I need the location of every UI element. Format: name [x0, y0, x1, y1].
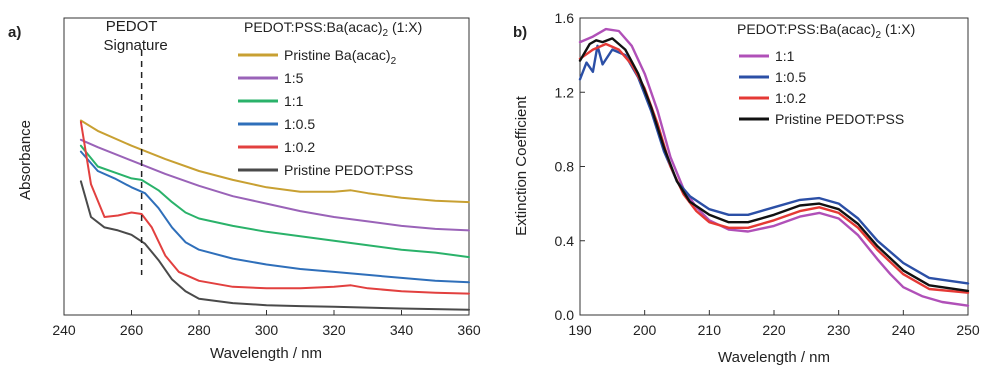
- panel-a-series: [79, 119, 470, 311]
- panel-b-y-tick-label: 0.0: [555, 307, 575, 323]
- panel-b-x-tick-label: 240: [892, 322, 916, 338]
- panel-b-x-tick-label: 230: [827, 322, 851, 338]
- panel-b-legend-title: PEDOT:PSS:Ba(acac)2 (1:X): [737, 21, 915, 41]
- panel-b-x-tick-label: 220: [762, 322, 786, 338]
- panel-a-y-axis-label: Absorbance: [17, 120, 34, 200]
- panel-b-legend-label-1-0-2: 1:0.2: [775, 90, 806, 106]
- panel-b-x-axis-label: Wavelength / nm: [718, 349, 830, 366]
- panel-a-x-tick-label: 240: [52, 322, 76, 338]
- panel-b-ticks: 190 200 210 220 230 240 250 0.0 0.4 0.8 1.2 1.6: [555, 10, 980, 338]
- panel-b-legend: PEDOT:PSS:Ba(acac)2 (1:X) 1:1 1:0.5 1:0.2 P…: [737, 21, 915, 127]
- pedot-signature-label-line1: PEDOT: [106, 18, 158, 35]
- panel-a-legend-label-1-0-5: 1:0.5: [284, 116, 315, 132]
- panel-a: a) 240 260 280 300 320 340 360 PEDOT Signature…: [8, 17, 481, 362]
- panel-b-x-tick-label: 210: [698, 322, 722, 338]
- panel-b-y-tick-label: 0.8: [555, 159, 575, 175]
- panel-b-series-1-1: [578, 27, 970, 307]
- panel-a-x-tick-label: 280: [187, 322, 211, 338]
- panel-a-x-tick-label: 340: [390, 322, 414, 338]
- panel-b-series-1-0-5: [578, 44, 970, 285]
- panel-a-series-pristine-ba-acac2: [79, 119, 470, 204]
- panel-a-series-1-1: [79, 144, 470, 259]
- panel-b-legend-label-pristine-pedot-pss: Pristine PEDOT:PSS: [775, 111, 904, 127]
- panel-a-label: a): [8, 24, 21, 41]
- panel-b-legend-label-1-1: 1:1: [775, 48, 795, 64]
- panel-a-legend-label-1-0-2: 1:0.2: [284, 139, 315, 155]
- panel-a-series-1-5: [79, 138, 470, 232]
- panel-b-series-1-0-2: [578, 42, 970, 294]
- panel-b-x-tick-label: 250: [956, 322, 980, 338]
- panel-b-legend-label-1-0-5: 1:0.5: [775, 69, 806, 85]
- panel-a-x-tick-label: 260: [120, 322, 144, 338]
- panel-a-legend: PEDOT:PSS:Ba(acac)2 (1:X) Pristine Ba(ac…: [238, 19, 422, 178]
- panel-a-legend-title: PEDOT:PSS:Ba(acac)2 (1:X): [244, 19, 422, 39]
- panel-b-y-tick-label: 0.4: [555, 233, 575, 249]
- panel-b-y-tick-label: 1.6: [555, 10, 575, 26]
- panel-b: b) 190 200 210 220 230 240 2500.00.40.81.21.6 …: [513, 10, 980, 366]
- panel-b-x-tick-label: 190: [568, 322, 592, 338]
- panel-a-x-tick-label: 300: [255, 322, 279, 338]
- pedot-signature-label-line2: Signature: [104, 37, 168, 54]
- panel-a-x-tick-label: 320: [322, 322, 346, 338]
- panel-b-series: [578, 27, 970, 307]
- panel-a-legend-label-1-5: 1:5: [284, 70, 304, 86]
- panel-a-legend-label-pristine-ba-acac2: Pristine Ba(acac)2: [284, 47, 397, 67]
- panel-a-x-tick-label: 360: [457, 322, 481, 338]
- panel-b-series-pristine-pedot-pss: [578, 37, 970, 293]
- panel-b-y-tick-label: 1.2: [555, 84, 575, 100]
- panel-a-legend-label-1-1: 1:1: [284, 93, 304, 109]
- panel-a-legend-label-pristine-pedot-pss: Pristine PEDOT:PSS: [284, 162, 413, 178]
- panel-b-x-tick-label: 200: [633, 322, 657, 338]
- panel-a-series-1-0-2: [79, 120, 470, 295]
- panel-a-x-ticks: 240 260 280 300 320 340 360: [52, 310, 481, 338]
- panel-b-y-axis-label: Extinction Coefficient: [513, 95, 530, 236]
- panel-a-series-pristine-pedot-pss: [79, 180, 470, 311]
- panel-a-x-axis-label: Wavelength / nm: [210, 345, 322, 362]
- panel-a-series-1-0-5: [79, 150, 470, 284]
- panel-b-label: b): [513, 24, 527, 41]
